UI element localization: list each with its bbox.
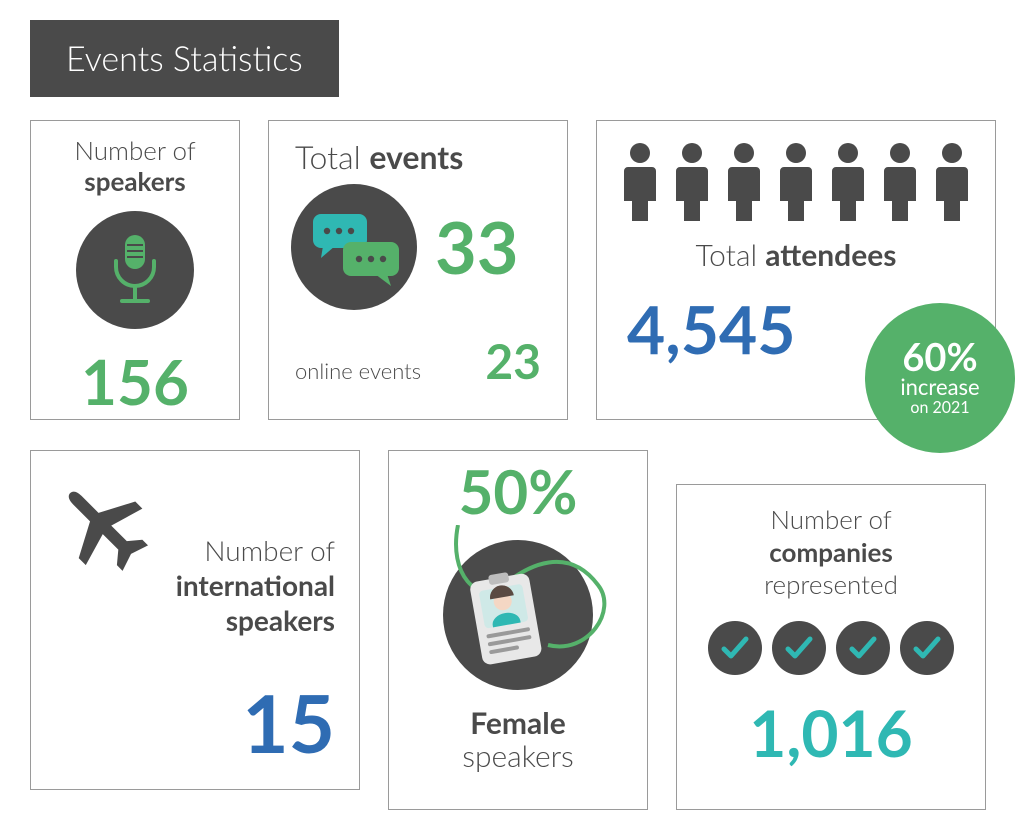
chat-bubbles-icon — [291, 184, 417, 310]
badge-line3: on 2021 — [910, 398, 969, 419]
page-title: Events Statistics — [30, 20, 339, 97]
check-icon — [900, 621, 954, 675]
attendees-value: 4,545 — [627, 297, 796, 363]
female-label: Female speakers — [462, 707, 574, 773]
companies-value: 1,016 — [749, 701, 912, 765]
card-events: Total events 33 — [268, 120, 568, 420]
attendees-label-bold: attendees — [765, 237, 896, 273]
female-value: 50% — [459, 461, 578, 521]
speakers-label: Number of speakers — [74, 135, 195, 197]
attendees-label-prefix: Total — [696, 237, 766, 273]
events-label-bold: events — [369, 137, 463, 176]
speakers-label-line2: speakers — [84, 165, 185, 197]
speakers-value: 156 — [81, 351, 189, 413]
speakers-label-line1: Number of — [74, 134, 195, 166]
people-row-icon — [616, 139, 976, 225]
international-label: Number of international speakers — [176, 533, 335, 638]
badge-line2: increase — [900, 376, 979, 398]
plane-icon — [47, 467, 167, 591]
check-icon — [772, 621, 826, 675]
comp-label-2: companies — [769, 536, 893, 568]
companies-label: Number of companies represented — [764, 503, 898, 601]
intl-label-2: international — [176, 568, 335, 602]
female-label-2: speakers — [462, 738, 574, 774]
intl-label-3: speakers — [226, 603, 335, 637]
increase-badge: 60% increase on 2021 — [865, 303, 1015, 453]
female-label-1: Female — [470, 705, 565, 741]
events-online-value: 23 — [485, 338, 541, 386]
card-speakers: Number of speakers 156 — [30, 120, 240, 420]
international-value: 15 — [242, 683, 335, 763]
card-female: 50% Female speakers — [388, 450, 648, 810]
microphone-icon — [76, 211, 194, 329]
events-label: Total events — [295, 137, 463, 176]
check-icon — [708, 621, 762, 675]
badge-lanyard-icon — [418, 525, 618, 699]
comp-label-3: represented — [764, 568, 898, 600]
events-total-value: 33 — [435, 211, 519, 283]
check-icon — [836, 621, 890, 675]
card-companies: Number of companies represented 1,016 — [676, 484, 986, 810]
card-international: Number of international speakers 15 — [30, 450, 360, 790]
checkmarks-row — [708, 621, 954, 675]
comp-label-1: Number of — [770, 503, 891, 535]
intl-label-1: Number of — [204, 533, 335, 567]
attendees-label: Total attendees — [696, 237, 897, 273]
events-online-label: online events — [295, 357, 421, 384]
card-attendees: Total attendees 4,545 60% increase on 20… — [596, 120, 996, 420]
events-label-prefix: Total — [295, 137, 369, 176]
badge-percent: 60% — [902, 338, 977, 376]
